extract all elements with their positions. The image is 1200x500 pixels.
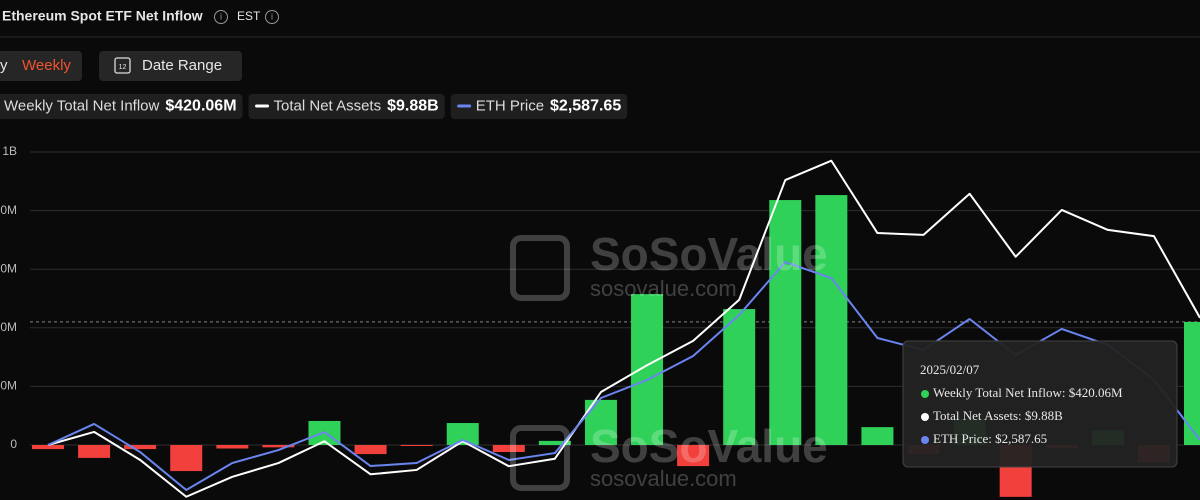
bar (262, 445, 295, 448)
tooltip-row: Total Net Assets: $9.88B (933, 408, 1063, 423)
bar (446, 423, 479, 445)
tooltip-dot (921, 436, 929, 444)
bar (492, 445, 525, 453)
legend-name: Total Net Assets (274, 97, 382, 114)
calendar-icon-day: 12 (119, 64, 127, 71)
info-icon[interactable] (214, 10, 228, 24)
watermark-site: sosovalue.com (590, 276, 737, 301)
tooltip-dot (921, 413, 929, 421)
tab-group (0, 51, 82, 81)
bar (1184, 321, 1200, 445)
y-tick-label: 1B (2, 144, 17, 158)
bar (769, 200, 802, 445)
timezone: EST (237, 9, 261, 23)
info-icon-glyph: i (220, 11, 222, 21)
y-tick-label: 0 (10, 437, 17, 451)
legend-item: Weekly Total Net Inflow $420.06M (0, 94, 243, 119)
legend-box (248, 94, 445, 119)
bar (400, 445, 433, 446)
tooltip-box (902, 340, 1178, 468)
y-tick-label: 400M (0, 320, 17, 334)
y-tick-label: 200M (0, 379, 17, 393)
legend-name: Weekly Total Net Inflow (4, 97, 160, 114)
bar (32, 445, 64, 450)
bar (538, 440, 571, 445)
legend-item: ETH Price $2,587.65 (450, 94, 628, 119)
tab[interactable]: y (0, 57, 8, 74)
bar (216, 445, 249, 449)
watermark-logo (510, 425, 570, 491)
bar (124, 445, 157, 450)
tooltip: 2025/02/07 Weekly Total Net Inflow: $420… (902, 340, 1178, 468)
legend-value: $9.88B (387, 98, 439, 115)
calendar-icon (114, 57, 131, 74)
tooltip-row: ETH Price: $2,587.65 (933, 431, 1047, 446)
info-icon-glyph: i (271, 11, 273, 21)
bar (677, 445, 710, 467)
legend-item: Total Net Assets $9.88B (248, 94, 445, 119)
y-tick-label: 800M (0, 203, 17, 217)
bar (78, 445, 111, 458)
bar (354, 445, 387, 455)
date-range-button[interactable] (99, 51, 242, 81)
watermark-logo (510, 235, 570, 301)
tooltip-date: 2025/02/07 (920, 362, 980, 377)
watermark: SoSoValue sosovalue.com SoSoValue sosova… (510, 228, 828, 491)
page-title: Ethereum Spot ETF Net Inflow (2, 8, 203, 24)
tooltip-dot (921, 390, 929, 398)
bar (723, 309, 756, 445)
line-series (47, 159, 1200, 498)
info-icon[interactable] (265, 10, 279, 24)
bar (631, 294, 664, 445)
tooltip-row: Weekly Total Net Inflow: $420.06M (933, 385, 1123, 400)
tab-active[interactable]: Weekly (22, 57, 71, 74)
bar (170, 445, 203, 472)
watermark-brand: SoSoValue (590, 420, 828, 472)
legend-box (0, 94, 243, 119)
legend-name: ETH Price (476, 97, 544, 114)
legend-value: $2,587.65 (550, 98, 621, 115)
y-tick-label: 600M (0, 261, 17, 275)
date-range-label[interactable]: Date Range (142, 57, 222, 74)
legend-box (450, 94, 628, 119)
bar (815, 195, 848, 445)
watermark-brand: SoSoValue (590, 228, 828, 280)
legend-value: $420.06M (165, 98, 236, 115)
bar (861, 427, 894, 445)
watermark-site: sosovalue.com (590, 466, 737, 491)
